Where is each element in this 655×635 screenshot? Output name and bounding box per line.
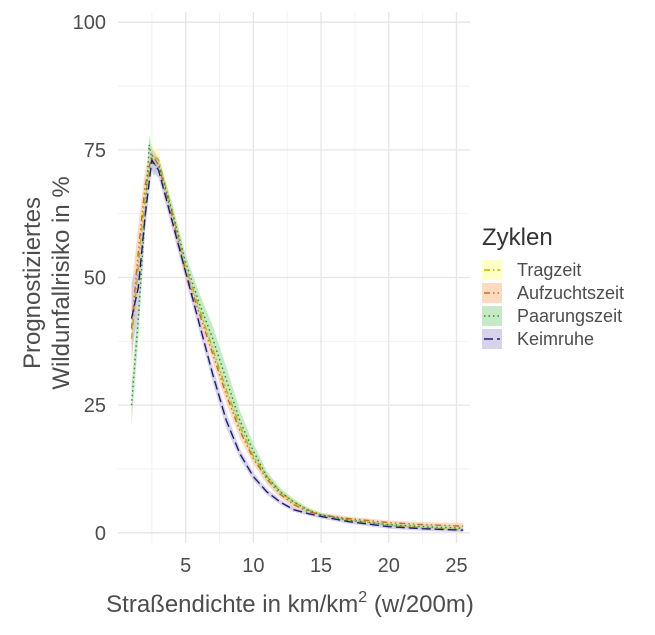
band-aufzuchtszeit bbox=[131, 147, 464, 530]
x-tick-label: 15 bbox=[310, 555, 332, 577]
legend-key-aufzuchtszeit bbox=[482, 283, 502, 303]
legend-label-tragzeit: Tragzeit bbox=[517, 260, 581, 280]
grid bbox=[118, 12, 470, 543]
y-tick-label: 100 bbox=[73, 12, 106, 34]
y-tick-label: 50 bbox=[84, 268, 106, 290]
legend-label-paarungszeit: Paarungszeit bbox=[517, 306, 622, 326]
legend-label-aufzuchtszeit: Aufzuchtszeit bbox=[517, 283, 624, 303]
legend-label-keimruhe: Keimruhe bbox=[517, 329, 594, 349]
y-axis-title-line2: Wildunfallrisiko in % bbox=[48, 176, 75, 389]
line-keimruhe bbox=[130, 159, 464, 531]
band-paarungszeit bbox=[131, 134, 464, 531]
y-tick-labels: 0 25 50 75 100 bbox=[73, 12, 106, 545]
y-tick-label: 0 bbox=[95, 523, 106, 545]
series-lines bbox=[130, 144, 464, 531]
x-tick-labels: 5 10 15 20 25 bbox=[180, 555, 467, 577]
legend: Zyklen Tragzeit Aufzuchtszeit Paarungszeit… bbox=[482, 224, 624, 349]
legend-title: Zyklen bbox=[482, 224, 553, 251]
x-tick-label: 5 bbox=[180, 555, 191, 577]
x-tick-label: 20 bbox=[378, 555, 400, 577]
x-tick-label: 25 bbox=[445, 555, 467, 577]
legend-items: Tragzeit Aufzuchtszeit Paarungszeit Keimruh… bbox=[482, 260, 624, 349]
x-axis-title: Straßendichte in km/km2 (w/200m) bbox=[106, 589, 474, 618]
y-axis-title: Prognostiziertes Wildunfallrisiko in % bbox=[19, 176, 75, 389]
x-axis-title-suffix: (w/200m) bbox=[367, 591, 474, 618]
legend-key-paarungszeit bbox=[482, 306, 502, 326]
x-axis-title-main: Straßendichte in km/km bbox=[106, 591, 358, 618]
y-tick-label: 25 bbox=[84, 395, 106, 417]
line-tragzeit bbox=[130, 154, 464, 531]
y-axis-title-line1: Prognostiziertes bbox=[19, 197, 46, 369]
x-axis-title-sup: 2 bbox=[358, 589, 367, 606]
band-tragzeit bbox=[131, 144, 464, 532]
line-paarungszeit bbox=[130, 144, 464, 529]
confidence-bands bbox=[131, 134, 464, 533]
legend-key-tragzeit bbox=[482, 260, 502, 280]
line-aufzuchtszeit bbox=[130, 154, 464, 527]
y-tick-label: 75 bbox=[84, 140, 106, 162]
x-tick-label: 10 bbox=[242, 555, 264, 577]
